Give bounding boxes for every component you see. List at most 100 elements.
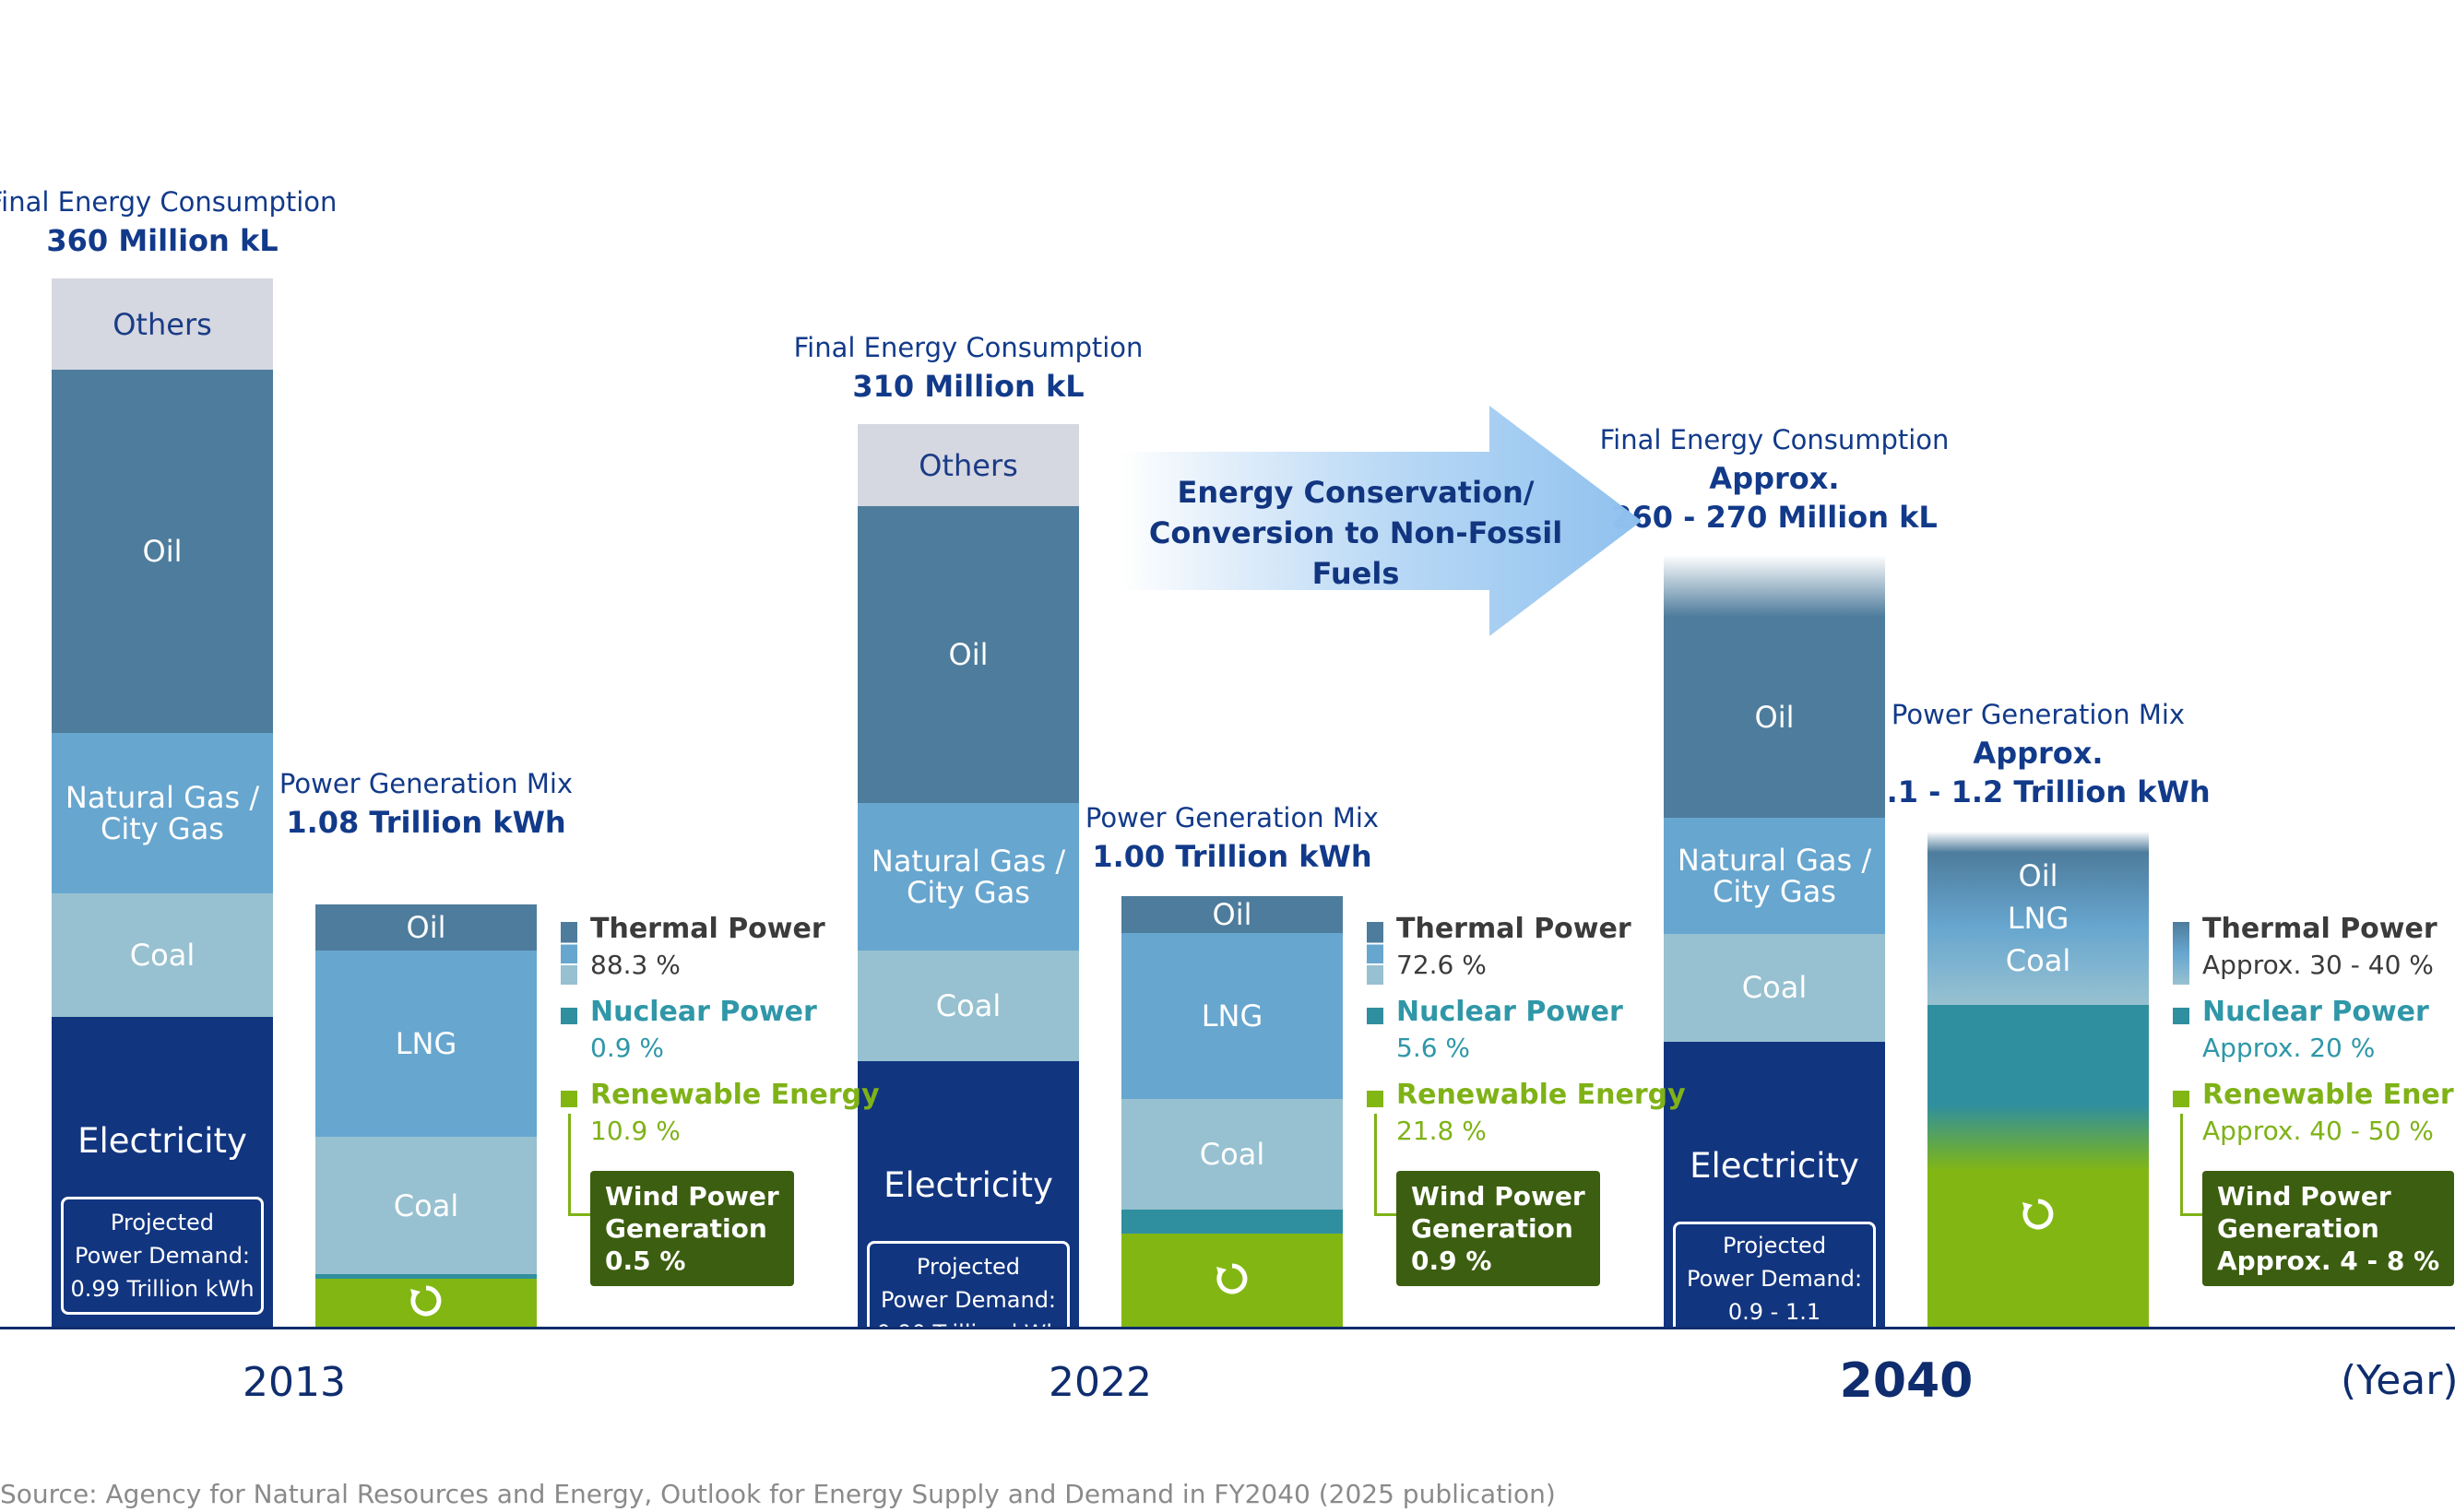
final-energy-header-2013: Final Energy Consumption 360 Million kL (0, 183, 337, 260)
fe-segment-others-2013: Others (52, 278, 273, 371)
fe-segment-label: Coal (935, 988, 1002, 1024)
renewable-swatch (561, 1091, 577, 1107)
thermal-swatch (1367, 922, 1383, 985)
baseline (0, 1327, 2455, 1329)
thermal-power-label: Thermal Power (590, 913, 825, 945)
pm-segment-label: Coal (1199, 1137, 1265, 1173)
fe-segment-label: Oil (1754, 700, 1795, 736)
fe-segment-label: Others (919, 447, 1018, 483)
final-energy-bar-2013: Electricity Coal Natural Gas / City Gas Oil… (52, 278, 273, 1328)
final-energy-bar-2022: Electricity Coal Natural Gas / City Gas Oil… (858, 424, 1079, 1328)
thermal-power-value: 88.3 % (590, 950, 681, 980)
fe-segment-natural-gas-city-gas-2022: Natural Gas / City Gas (858, 802, 1079, 951)
pm-segment-lng-2022: LNG (1121, 933, 1343, 1100)
fe-segment-electricity-2022: Electricity (858, 1060, 1079, 1328)
fe-segment-others-2022: Others (858, 424, 1079, 507)
pm-segment-label: Oil (1212, 897, 1252, 933)
source-note: Source: Agency for Natural Resources and… (0, 1479, 1556, 1509)
power-legend-2022: Thermal Power 72.6 % Nuclear Power 5.6 % Ren… (1367, 913, 1686, 1300)
recycle-icon (2021, 1197, 2056, 1235)
fe-segment-label: Electricity (77, 1121, 247, 1162)
projected-power-demand-2022: Projected Power Demand: 0.90 Trillion kW… (867, 1240, 1070, 1359)
pm-segment-coal-2022: Coal (1121, 1099, 1343, 1210)
final-energy-header-2022: Final Energy Consumption 310 Million kL (794, 328, 1144, 406)
fe-segment-fade-2040 (1664, 555, 1885, 618)
power-mix-title: Power Generation Mix (279, 768, 574, 799)
projected-power-demand-2013: Projected Power Demand: 0.99 Trillion kW… (61, 1197, 264, 1316)
thermal-power-label: Thermal Power (2202, 913, 2437, 945)
thermal-power-value: 72.6 % (1396, 950, 1487, 980)
renewable-energy-value: Approx. 40 - 50 % (2202, 1116, 2434, 1146)
conversion-arrow (1121, 406, 1642, 636)
fe-segment-label: Oil (948, 636, 989, 672)
fe-segment-electricity-2040: Electricity (1664, 1042, 1885, 1328)
pm-segment-coal-2013: Coal (315, 1137, 537, 1275)
pm-segment-oil-2013: Oil (315, 904, 537, 951)
power-mix-header-2040: Power Generation Mix Approx. 1.1 - 1.2 Tri… (1866, 695, 2210, 811)
final-energy-value: 360 Million kL (46, 223, 279, 258)
power-mix-value: 1.00 Trillion kWh (1092, 839, 1372, 875)
nuclear-power-label: Nuclear Power (1396, 996, 1623, 1028)
final-energy-title: Final Energy Consumption (793, 332, 1144, 364)
pm-segment-label: Oil LNG Coal (2005, 858, 2071, 979)
pm-segment-label: LNG (1201, 998, 1263, 1034)
pm-segment-nuclear-2022 (1121, 1209, 1343, 1234)
power-mix-header-2022: Power Generation Mix 1.00 Trillion kWh (1085, 798, 1379, 876)
fe-segment-coal-2022: Coal (858, 951, 1079, 1061)
final-energy-title: Final Energy Consumption (1599, 424, 1950, 456)
recycle-icon (409, 1283, 444, 1322)
nuclear-power-label: Nuclear Power (590, 996, 817, 1028)
renewable-swatch (2173, 1091, 2189, 1107)
pm-segment-renewable-2013 (315, 1278, 537, 1328)
final-energy-value: Approx. (1709, 461, 1840, 497)
fe-segment-label: Electricity (1690, 1146, 1859, 1187)
thermal-swatch (2173, 922, 2189, 985)
fe-segment-natural-gas-city-gas-2013: Natural Gas / City Gas (52, 732, 273, 893)
pm-segment-thermal-blend-2040: Oil LNG Coal (1927, 832, 2149, 1006)
wind-power-box: Wind Power Generation 0.9 % (1396, 1171, 1600, 1286)
nuclear-power-value: 0.9 % (590, 1033, 665, 1063)
projected-power-demand-2040: Projected Power Demand: 0.9 - 1.1 Trilli… (1673, 1222, 1876, 1370)
year-label-2040: 2040 (1839, 1353, 1974, 1409)
power-legend-2040: Thermal Power Approx. 30 - 40 % Nuclear Po… (2173, 913, 2455, 1300)
wind-power-box: Wind Power Generation Approx. 4 - 8 % (2202, 1171, 2455, 1286)
fe-segment-label: Coal (1741, 970, 1808, 1006)
pm-segment-oil-2022: Oil (1121, 896, 1343, 934)
final-energy-bar-2040: Electricity Coal Natural Gas / City Gas Oil (1664, 555, 1885, 1328)
power-mix-value: 1.1 - 1.2 Trillion kWh (1866, 774, 2211, 810)
year-unit-label: (Year) (2341, 1357, 2455, 1404)
power-mix-bar-2040: Oil LNG Coal (1927, 832, 2149, 1328)
arrow-text: Energy Conservation/ Conversion to Non-F… (1148, 475, 1563, 591)
pm-segment-label: Coal (393, 1187, 459, 1223)
year-label-2013: 2013 (243, 1359, 346, 1406)
fe-segment-natural-gas-city-gas-2040: Natural Gas / City Gas (1664, 818, 1885, 934)
renewable-energy-value: 21.8 % (1396, 1116, 1487, 1146)
wind-bracket (568, 1114, 591, 1216)
wind-power-box: Wind Power Generation 0.5 % (590, 1171, 794, 1286)
pm-segment-nuclear-2013 (315, 1274, 537, 1279)
pm-segment-label: LNG (395, 1026, 457, 1062)
wind-bracket (1374, 1114, 1397, 1216)
nuclear-swatch (1367, 1008, 1383, 1024)
nuclear-power-value: Approx. 20 % (2202, 1033, 2376, 1063)
fe-segment-label: Others (113, 306, 212, 342)
pm-segment-renewable-2040 (1927, 1104, 2149, 1328)
power-legend-2013: Thermal Power 88.3 % Nuclear Power 0.9 % Ren… (561, 913, 880, 1300)
fe-segment-oil-2040: Oil (1664, 617, 1885, 819)
power-mix-value: 1.08 Trillion kWh (286, 805, 566, 840)
pm-segment-renewable-2022 (1121, 1234, 1343, 1328)
thermal-swatch (561, 922, 577, 985)
fe-segment-oil-2013: Oil (52, 370, 273, 733)
power-mix-title: Power Generation Mix (1891, 699, 2186, 731)
recycle-icon (1215, 1261, 1250, 1300)
fe-segment-oil-2022: Oil (858, 506, 1079, 803)
fe-segment-label: Natural Gas / City Gas (65, 779, 260, 846)
pm-segment-nuclear-2040 (1927, 1005, 2149, 1105)
nuclear-power-value: 5.6 % (1396, 1033, 1471, 1063)
nuclear-swatch (561, 1008, 577, 1024)
renewable-energy-label: Renewable Energy (1396, 1079, 1686, 1111)
renewable-energy-label: Renewable Energy (590, 1079, 880, 1111)
fe-segment-electricity-2013: Electricity (52, 1017, 273, 1328)
power-mix-header-2013: Power Generation Mix 1.08 Trillion kWh (279, 764, 573, 842)
renewable-energy-label: Renewable Energy (2202, 1079, 2455, 1111)
